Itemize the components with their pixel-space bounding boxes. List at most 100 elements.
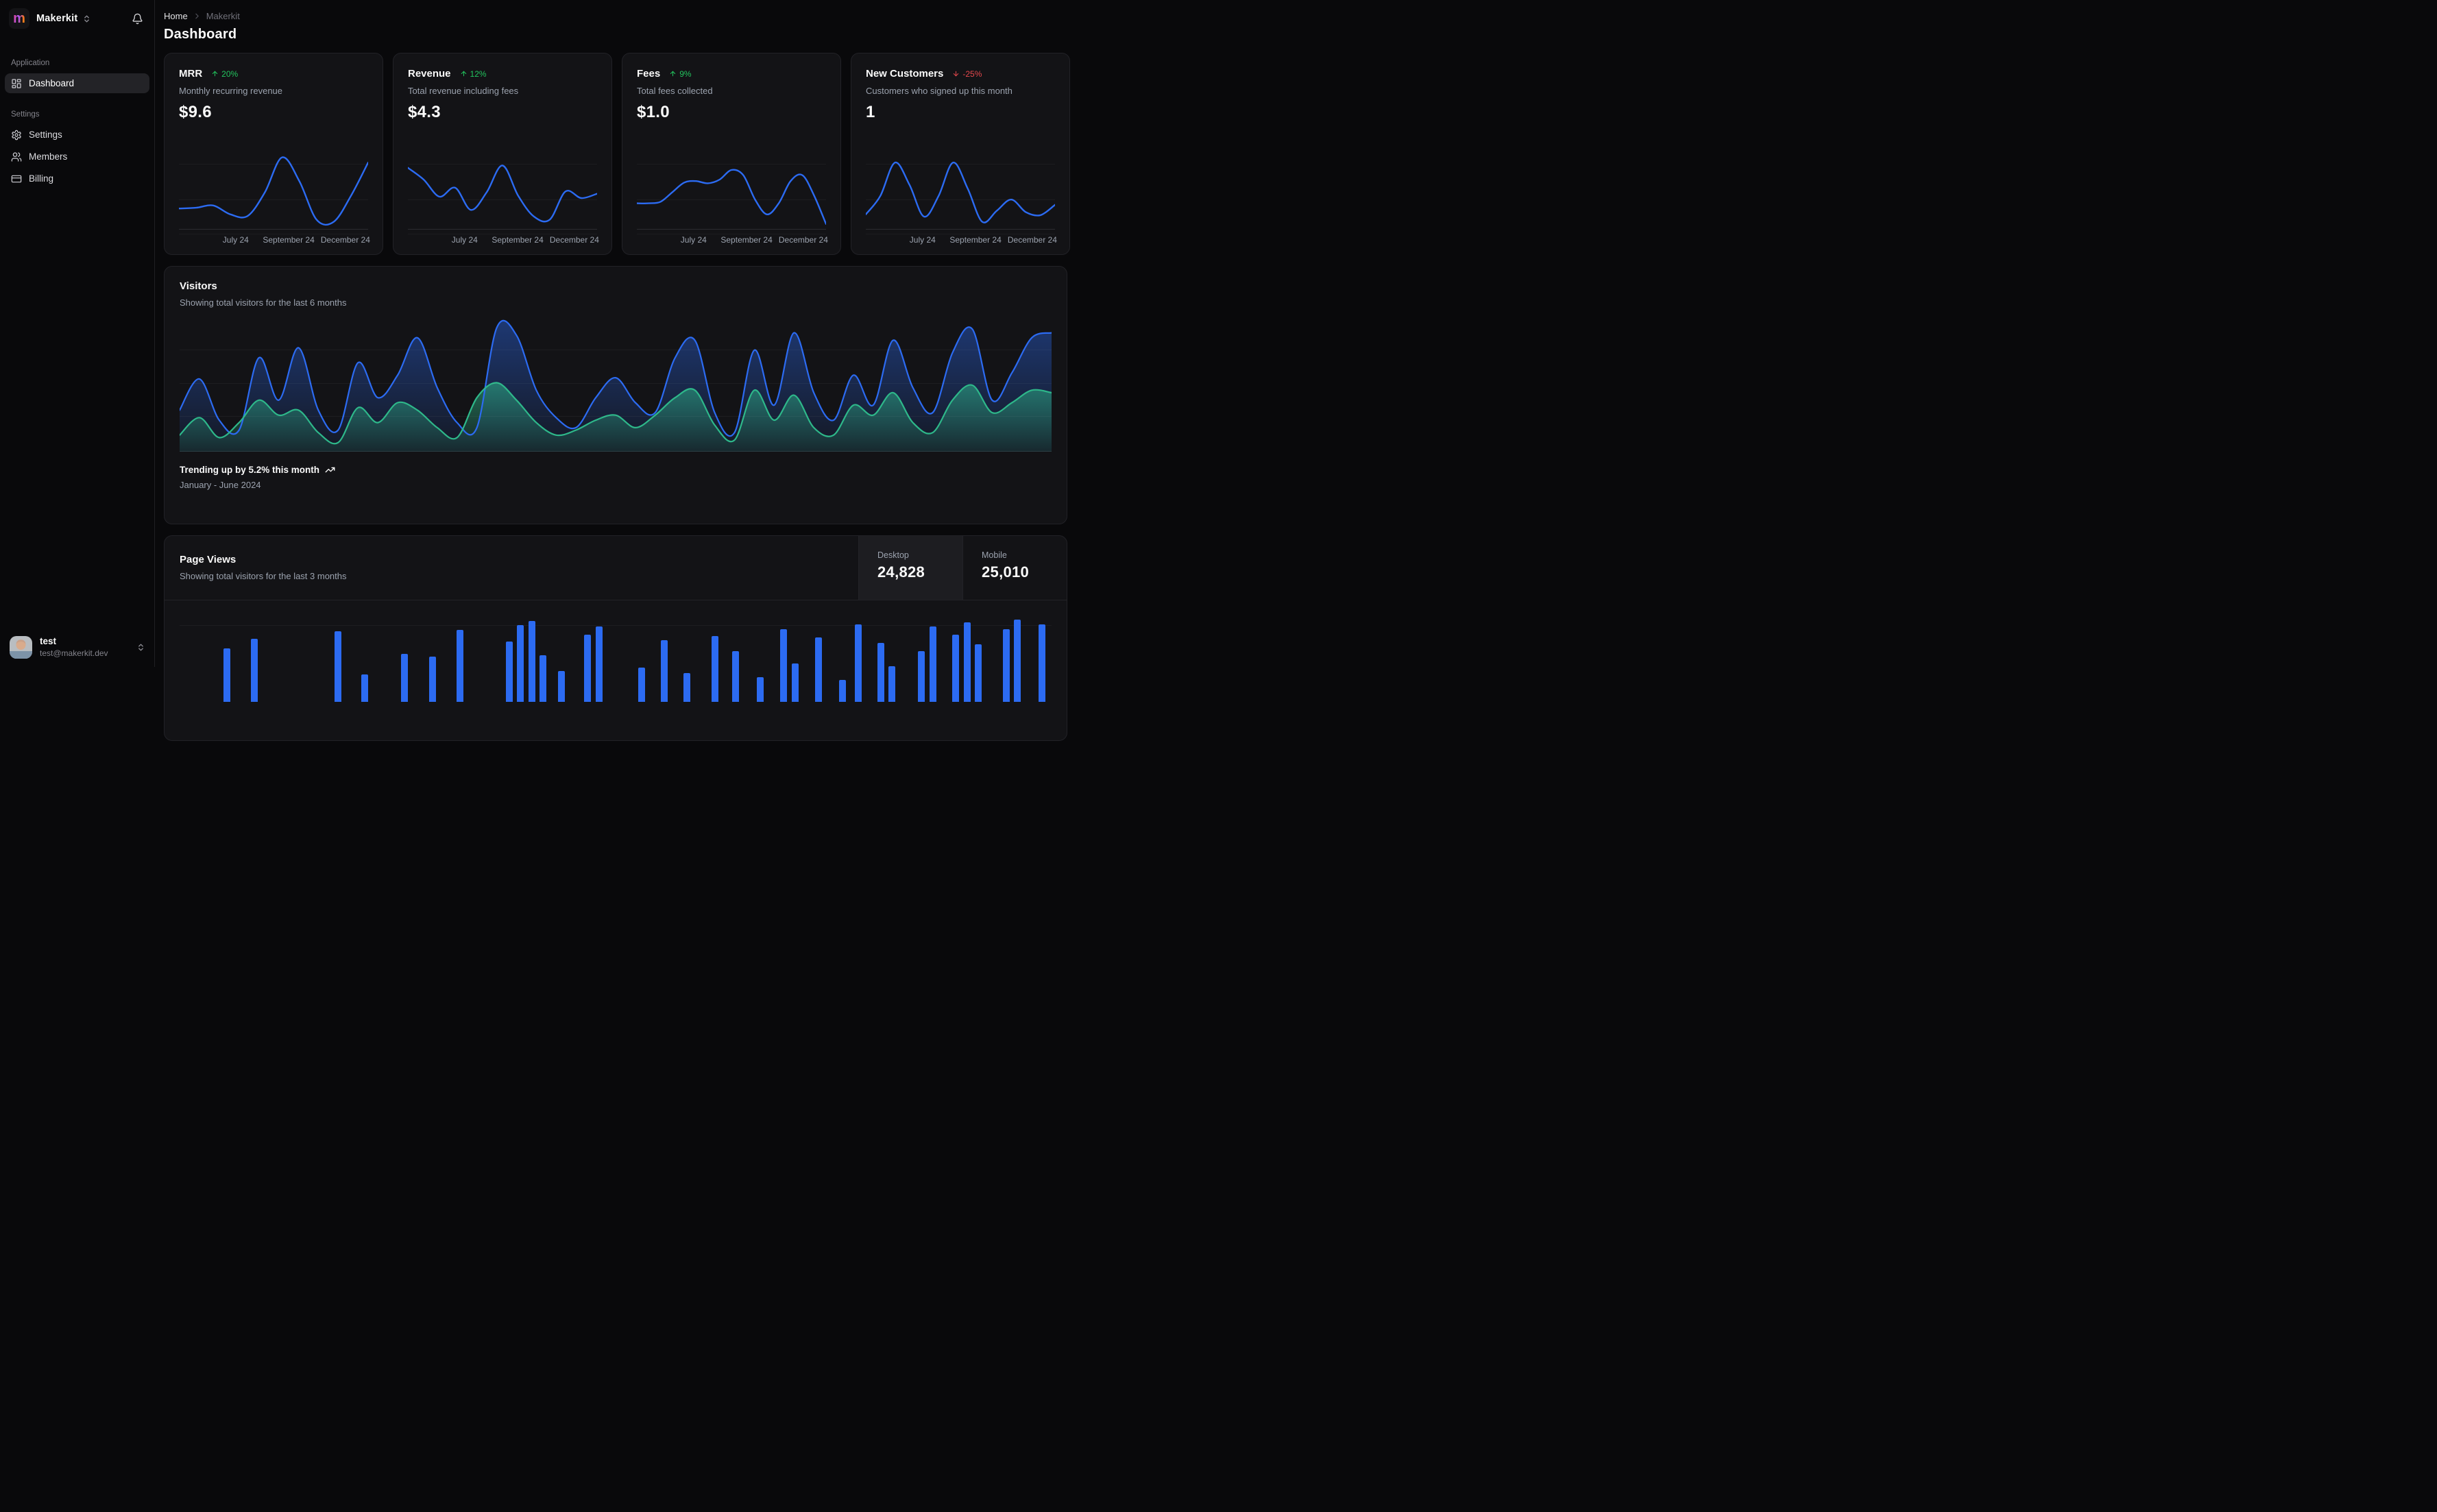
page-views-bar [1038,624,1045,702]
page-views-bar [951,635,959,702]
page-views-bar [251,639,258,702]
sidebar-item-dashboard[interactable]: Dashboard [5,73,149,93]
arrow-up-icon [212,71,218,77]
page-views-bar [223,648,230,702]
sparkline-x-axis: July 24 September 24 December 24 [179,229,370,247]
users-icon [11,151,22,162]
trend-badge: -25% [952,69,982,79]
makerkit-logo: m [9,8,29,29]
page-views-bar [918,651,925,702]
tab-mobile[interactable]: Mobile 25,010 [962,536,1067,600]
trend-badge: 20% [211,69,238,79]
page-views-bar [975,644,982,702]
chevron-right-icon [193,12,202,21]
sparkline-chart: July 24 September 24 December 24 [179,148,370,247]
stat-title: New Customers [866,68,944,80]
trending-up-icon [325,467,335,473]
page-views-bar [528,621,535,702]
sidebar-nav-settings: Settings Members Billing [0,125,154,191]
stat-cards-row: MRR 20% Monthly recurring revenue $9.6 J… [164,53,1070,255]
chevrons-up-down-icon [84,15,90,22]
avatar [10,636,32,659]
stat-value: $1.0 [637,103,670,121]
app-root: { "colors": { "accent_blue": "#2c6bf2", … [0,0,1075,741]
user-meta: test test@makerkit.dev [40,636,108,658]
page-views-card: Page Views Showing total visitors for th… [164,535,1067,741]
sparkline-chart: July 24 September 24 December 24 [637,148,828,247]
layout-dashboard-icon [12,78,21,88]
visitors-title: Visitors [180,280,217,292]
sidebar-item-members[interactable]: Members [5,147,149,167]
page-views-bar [732,651,740,702]
page-views-bar [517,625,524,702]
stat-title: Fees [637,68,661,80]
stat-description: Total fees collected [637,86,713,96]
stat-card-mrr: MRR 20% Monthly recurring revenue $9.6 J… [164,53,383,255]
tab-mobile-label: Mobile [982,550,1007,560]
visitors-footer: Trending up by 5.2% this month [180,465,1052,475]
sparkline-chart: July 24 September 24 December 24 [866,148,1057,247]
stat-title: MRR [179,68,203,80]
workspace-header: m Makerkit [0,0,154,36]
trend-badge: 9% [669,69,692,79]
sidebar-item-label: Members [29,151,68,162]
visitors-trend-text: Trending up by 5.2% this month [180,465,320,475]
sidebar-item-label: Billing [29,173,54,184]
page-views-bar [428,657,436,702]
stat-card-revenue: Revenue 12% Total revenue including fees… [393,53,612,255]
page-views-header: Page Views Showing total visitors for th… [165,536,1067,600]
stat-value: 1 [866,103,875,121]
workspace-selector-button[interactable] [82,14,91,23]
page-views-bar [838,680,846,702]
sidebar-item-label: Settings [29,130,62,140]
bell-icon [132,13,143,24]
tab-desktop-label: Desktop [877,550,909,560]
page-views-bar [711,636,718,702]
page-views-title: Page Views [180,554,237,565]
tab-desktop[interactable]: Desktop 24,828 [858,536,962,600]
sidebar-item-billing[interactable]: Billing [5,169,149,188]
visitors-date-range: January - June 2024 [180,480,261,490]
sparkline-x-axis: July 24 September 24 December 24 [408,229,599,247]
stat-description: Total revenue including fees [408,86,519,96]
tab-desktop-value: 24,828 [877,563,925,581]
page-views-bar [361,674,368,702]
sparkline-x-axis: July 24 September 24 December 24 [866,229,1057,247]
page-views-bar [757,677,764,702]
page-views-bar [539,655,547,702]
visitors-area-chart [180,317,1052,452]
breadcrumb-home-link[interactable]: Home [164,11,188,21]
stat-description: Customers who signed up this month [866,86,1013,96]
page-views-bar [888,666,896,702]
page-views-bar [558,671,566,702]
arrow-up-icon [461,71,466,77]
page-views-bar [791,663,799,702]
notifications-button[interactable] [132,13,143,25]
page-views-bar [335,631,342,702]
chevrons-up-down-icon [136,643,145,652]
page-views-bar [638,668,646,702]
sparkline-x-axis: July 24 September 24 December 24 [637,229,828,247]
stat-value: $9.6 [179,103,212,121]
stat-card-fees: Fees 9% Total fees collected $1.0 July 2… [622,53,841,255]
page-views-bar [780,629,788,702]
page-views-bar [815,637,823,702]
user-menu-button[interactable]: test test@makerkit.dev [0,629,154,667]
page-title: Dashboard [164,27,237,42]
page-views-bar [595,626,603,702]
page-views-bar-chart [180,600,1052,702]
page-views-bar [683,673,691,702]
sidebar-section-settings: Settings [11,110,40,119]
logo-letter: m [13,11,25,26]
page-views-bar [1014,620,1021,702]
page-views-bar [457,630,464,702]
stat-description: Monthly recurring revenue [179,86,283,96]
page-views-bar [505,642,513,702]
user-email: test@makerkit.dev [40,648,108,658]
sidebar-item-label: Dashboard [29,78,75,88]
page-views-bar [854,624,862,702]
sidebar-item-settings[interactable]: Settings [5,125,149,145]
page-views-bar [963,622,971,702]
stat-value: $4.3 [408,103,441,121]
page-views-bar [584,635,592,702]
